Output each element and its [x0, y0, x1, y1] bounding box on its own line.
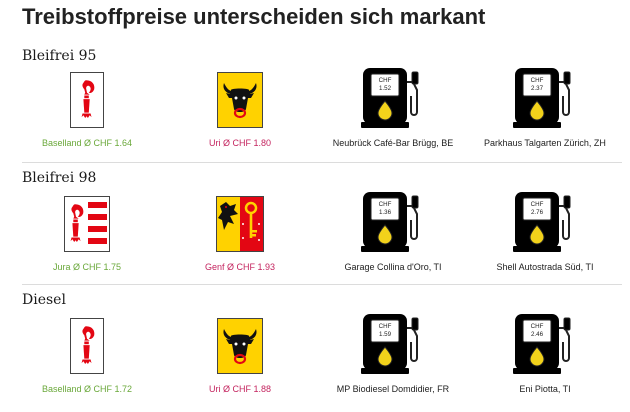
section-title-diesel: Diesel — [22, 292, 66, 308]
cheapest-station-cell: CHF 1.36 Garage Collina d'Oro, TI — [318, 196, 468, 272]
cheap-canton-label: Baselland Ø CHF 1.64 — [41, 138, 133, 148]
cheapest-station-label: Garage Collina d'Oro, TI — [344, 262, 442, 272]
expensive-canton-cell: Uri Ø CHF 1.88 — [165, 318, 315, 394]
dearest-station-label: Shell Autostrada Süd, TI — [496, 262, 594, 272]
expensive-canton-label: Genf Ø CHF 1.93 — [204, 262, 276, 272]
expensive-canton-cell: Uri Ø CHF 1.80 — [165, 72, 315, 148]
cheapest-station-cell: .g .pump-body{fill:#8dc63f;stroke:#222;s… — [318, 72, 468, 148]
pump-currency: CHF — [531, 323, 544, 330]
dearest-station-label: Parkhaus Talgarten Zürich, ZH — [484, 138, 606, 148]
cheapest-station-label: MP Biodiesel Domdidier, FR — [336, 384, 450, 394]
expensive-canton-label: Uri Ø CHF 1.80 — [208, 138, 271, 148]
baselland-flag-icon — [70, 318, 104, 374]
cheap-canton-label: Jura Ø CHF 1.75 — [52, 262, 122, 272]
expensive-canton-label: Uri Ø CHF 1.88 — [208, 384, 271, 394]
section-divider — [22, 162, 622, 163]
expensive-canton-cell: Genf Ø CHF 1.93 — [165, 196, 315, 272]
pump-currency: CHF — [379, 77, 392, 84]
pump-price: 1.52 — [379, 85, 392, 92]
pump-price: 1.59 — [379, 331, 392, 338]
cheap-canton-label: Baselland Ø CHF 1.72 — [41, 384, 133, 394]
section-title-bleifrei-98: Bleifrei 98 — [22, 170, 97, 186]
cheap-canton-cell: Baselland Ø CHF 1.72 — [12, 318, 162, 394]
cheapest-station-cell: CHF 1.59 MP Biodiesel Domdidier, FR — [318, 318, 468, 394]
cheap-canton-cell: Jura Ø CHF 1.75 — [12, 196, 162, 272]
fuel-pump-red-icon: .r .pump-body{fill:#cc2158;stroke:#222;s… — [513, 72, 577, 128]
pump-currency: CHF — [531, 77, 544, 84]
section-title-bleifrei-95: Bleifrei 95 — [22, 48, 97, 64]
uri-flag-icon — [217, 318, 263, 374]
fuel-pump-red-icon: CHF 2.46 — [513, 318, 577, 374]
pump-currency: CHF — [531, 201, 544, 208]
pump-currency: CHF — [379, 201, 392, 208]
fuel-pump-green-icon: .g .pump-body{fill:#8dc63f;stroke:#222;s… — [361, 72, 425, 128]
uri-flag-icon — [217, 72, 263, 128]
pump-price: 2.37 — [531, 85, 544, 92]
baselland-flag-icon — [70, 72, 104, 128]
dearest-station-label: Eni Piotta, TI — [519, 384, 571, 394]
dearest-station-cell: CHF 2.76 Shell Autostrada Süd, TI — [470, 196, 620, 272]
pump-price: 1.36 — [379, 209, 392, 216]
cheapest-station-label: Neubrück Café-Bar Brügg, BE — [332, 138, 454, 148]
fuel-pump-green-icon: CHF 1.59 — [361, 318, 425, 374]
fuel-pump-green-icon: CHF 1.36 — [361, 196, 425, 252]
jura-flag-icon — [64, 196, 110, 252]
page-title: Treibstoffpreise unterscheiden sich mark… — [22, 4, 486, 29]
dearest-station-cell: .r .pump-body{fill:#cc2158;stroke:#222;s… — [470, 72, 620, 148]
cheap-canton-cell: Baselland Ø CHF 1.64 — [12, 72, 162, 148]
dearest-station-cell: CHF 2.46 Eni Piotta, TI — [470, 318, 620, 394]
geneva-flag-icon — [216, 196, 264, 252]
section-divider — [22, 284, 622, 285]
pump-price: 2.46 — [531, 331, 544, 338]
fuel-pump-red-icon: CHF 2.76 — [513, 196, 577, 252]
pump-currency: CHF — [379, 323, 392, 330]
pump-price: 2.76 — [531, 209, 544, 216]
